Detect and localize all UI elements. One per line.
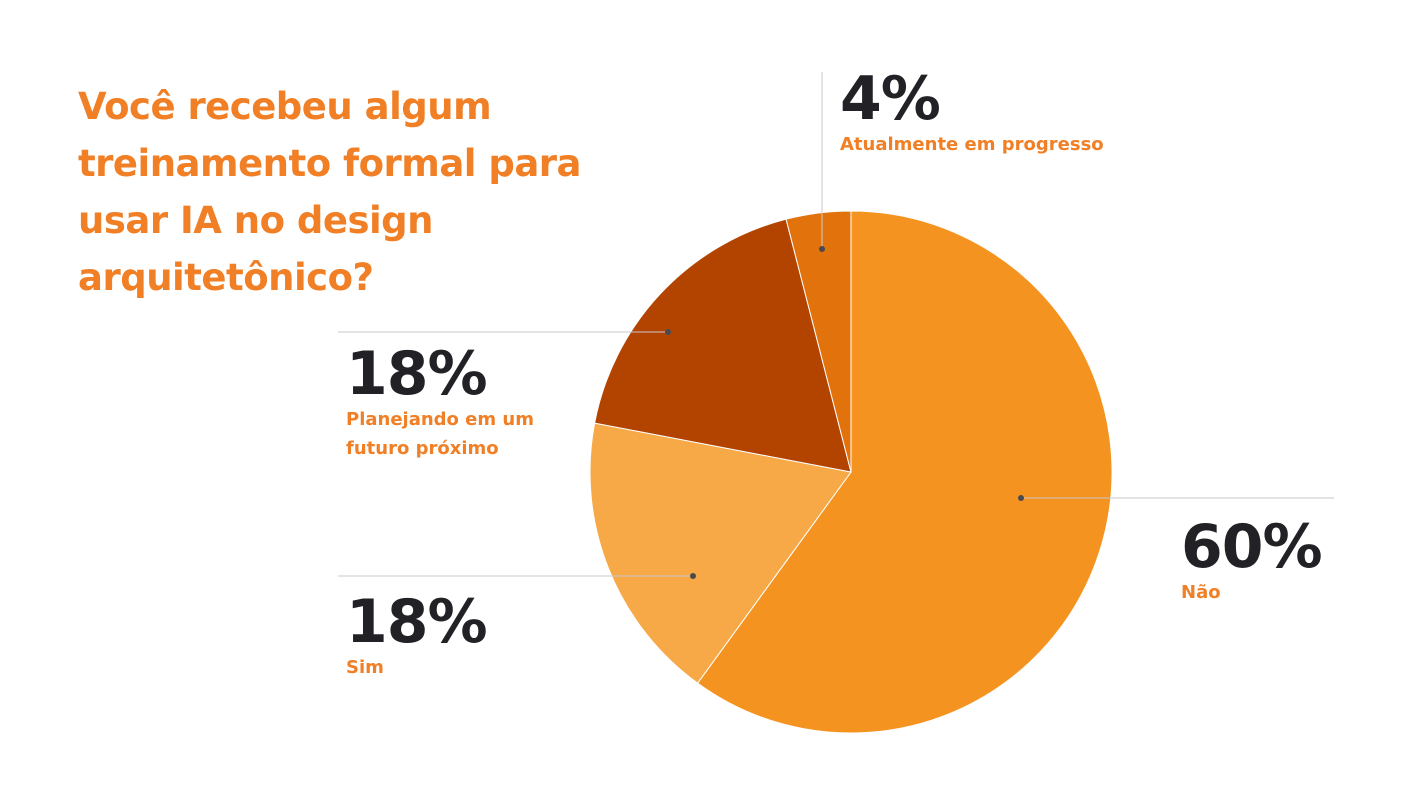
slice-category-em-progresso: Atualmente em progresso	[840, 134, 1104, 155]
slice-percent-planejando: 18%	[346, 339, 488, 409]
slice-label-em-progresso: 4% Atualmente em progresso	[840, 68, 1104, 159]
pie-slice-sim	[589, 422, 852, 684]
slice-category-nao: Não	[1181, 582, 1221, 603]
pie-slice-nao	[696, 210, 1113, 734]
slice-percent-sim: 18%	[346, 587, 488, 657]
pie-slice-planejando	[594, 218, 852, 473]
leader-dot-sim	[690, 573, 696, 579]
slice-percent-em-progresso: 4%	[840, 64, 941, 134]
chart-title: Você recebeu algum treinamento formal pa…	[78, 85, 582, 299]
leader-dot-nao	[1018, 495, 1024, 501]
slice-label-nao: 60% Não	[1181, 512, 1323, 607]
slice-percent-nao: 60%	[1181, 512, 1323, 582]
slice-category-sim: Sim	[346, 657, 384, 678]
leader-dot-planejando	[665, 329, 671, 335]
pie-slice-em-progresso	[785, 210, 852, 473]
leader-dot-em-progresso	[819, 246, 825, 252]
slice-label-planejando: 18% Planejando em um futuro próximo	[346, 343, 576, 463]
slice-category-planejando: Planejando em um futuro próximo	[346, 409, 534, 459]
slice-label-sim: 18% Sim	[346, 587, 488, 682]
